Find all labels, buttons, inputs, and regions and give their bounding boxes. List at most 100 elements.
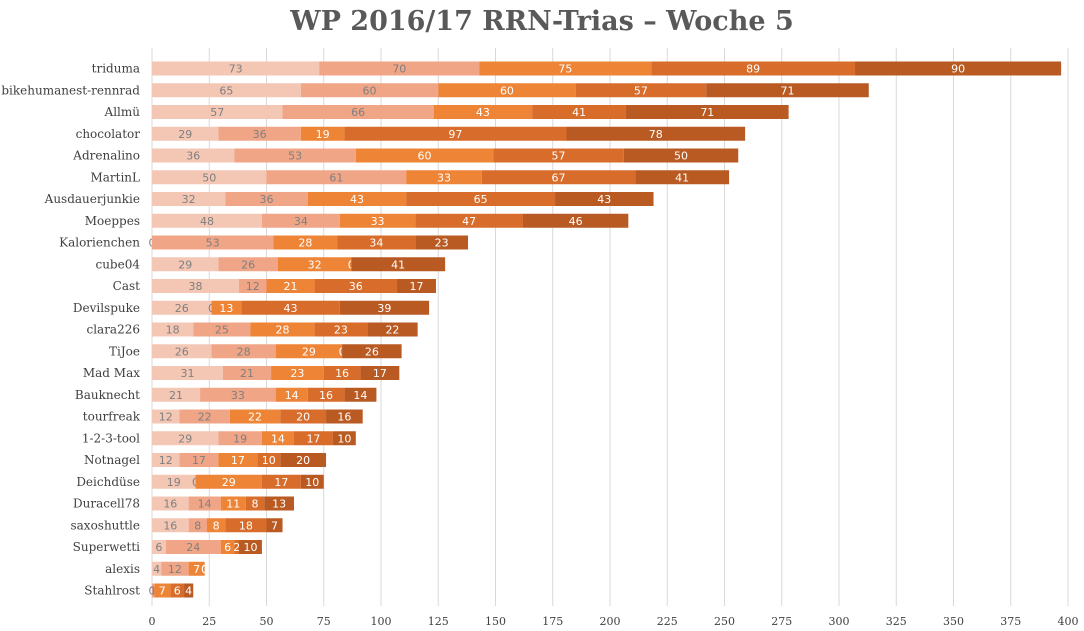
bar-segment [332,431,356,446]
data-label: 89 [746,63,760,76]
bar-segment [651,61,856,76]
bar-segment [152,518,189,533]
category-label: alexis [105,562,140,576]
bar-segment [152,257,219,272]
x-tick-label: 350 [943,615,964,628]
data-label: 26 [241,258,255,271]
bar-segment [220,540,235,554]
data-label: 12 [159,411,173,424]
data-label: 28 [276,324,290,337]
data-label: 34 [369,237,383,250]
data-label: 43 [284,302,298,315]
data-label: 8 [213,519,220,532]
data-label: 61 [329,171,343,184]
data-label: 28 [237,345,251,358]
category-label: 1-2-3-tool [82,431,140,445]
bar-segment [275,387,308,402]
data-label: 20 [296,411,310,424]
data-label: 13 [219,302,233,315]
data-label: 7 [159,585,166,598]
x-tick-label: 100 [371,615,392,628]
data-label: 39 [377,302,391,315]
data-label: 57 [551,150,565,163]
data-label: 43 [350,193,364,206]
data-label: 50 [202,171,216,184]
data-label: 0 [201,563,208,576]
bar-segment [152,192,226,206]
data-label: 14 [198,498,212,511]
category-label: TiJoe [109,344,140,358]
bar-segment [152,409,180,424]
data-label: 18 [166,324,180,337]
data-label: 6 [174,585,181,598]
data-label: 19 [167,476,181,489]
data-label: 2 [233,541,240,554]
data-label: 36 [253,128,267,141]
bar-segment [355,148,494,163]
bar-segment [152,126,219,141]
category-label: clara226 [86,323,140,337]
bar-segment [433,105,533,119]
data-label: 23 [290,367,304,380]
category-label: Mad Max [83,366,140,380]
data-label: 0 [201,563,208,576]
bar-segment [188,496,221,511]
data-label: 53 [288,150,302,163]
data-label: 75 [558,63,572,76]
bar-segment [152,105,283,119]
data-label: 97 [448,128,462,141]
bar-segment [266,518,283,533]
data-label: 7 [193,563,200,576]
bar-segment [152,387,201,402]
data-label: 22 [198,411,212,424]
data-label: 57 [634,84,648,97]
data-label: 18 [239,519,253,532]
bar-segment [406,170,482,185]
bar-segment [261,213,340,228]
bar-segment [161,561,189,576]
x-tick-label: 300 [829,615,850,628]
data-label: 16 [319,389,333,402]
category-label: Cast [113,279,140,293]
bar-segment [229,409,281,424]
data-label: 67 [551,171,565,184]
data-label: 41 [675,171,689,184]
bar-segment [406,192,556,206]
data-label: 29 [222,476,236,489]
data-label: 33 [437,171,451,184]
category-label: Adrenalino [72,149,140,163]
data-label: 20 [296,454,310,467]
data-label: 13 [272,498,286,511]
data-label: 65 [474,193,488,206]
category-label: MartinL [90,170,140,184]
bar-segment [635,170,730,185]
data-label: 17 [192,454,206,467]
bar-segment [397,279,436,293]
bar-segment [152,300,212,315]
data-label: 46 [569,215,583,228]
data-label: 43 [476,106,490,119]
data-label: 12 [159,454,173,467]
bar-segment [623,148,739,163]
bar-segment [307,387,345,402]
x-tick-label: 200 [600,615,621,628]
bar-segment [367,322,418,337]
data-label: 32 [182,193,196,206]
bar-segment [245,496,265,511]
data-label: 29 [178,432,192,445]
bar-segment [339,213,416,228]
bar-segment [152,431,219,446]
data-label: 14 [271,432,285,445]
bar-segment [218,453,258,467]
bar-segment [152,453,180,467]
x-tick-label: 0 [149,615,156,628]
bar-segment [239,279,267,293]
bar-segment [152,279,240,293]
bar-segment [323,366,361,380]
x-tick-label: 175 [542,615,563,628]
bar-segment [152,583,155,598]
bar-segment [273,235,338,250]
bar-segment [351,257,446,272]
x-tick-label: 400 [1058,615,1079,628]
bar-segment [307,192,407,206]
